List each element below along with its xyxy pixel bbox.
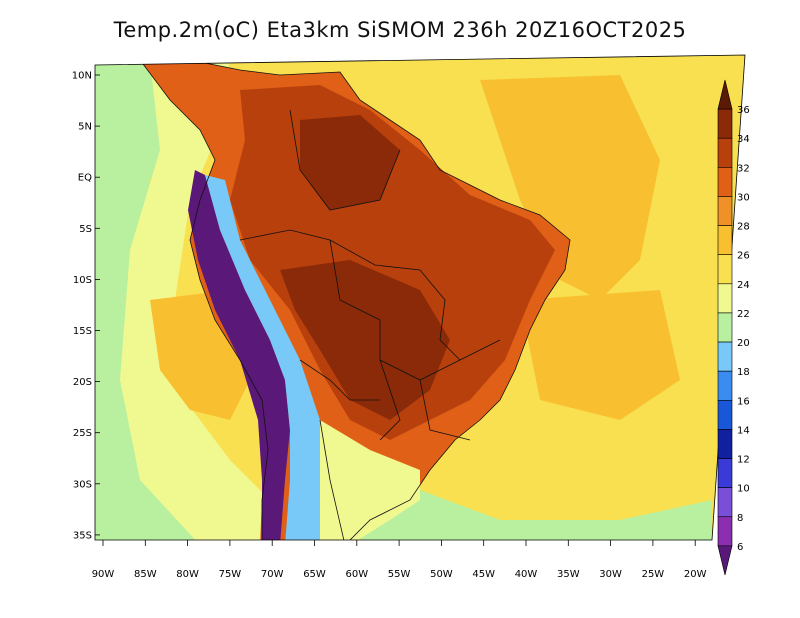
colorbar-label: 14: [737, 425, 750, 436]
lon-tick-label: 20W: [684, 569, 707, 580]
colorbar-swatch: [717, 312, 733, 343]
colorbar-label: 36: [737, 105, 750, 116]
lon-tick-label: 30W: [599, 569, 622, 580]
lon-tick-label: 75W: [219, 569, 242, 580]
lat-tick-label: 15S: [73, 326, 92, 337]
ocean-hot-east: [520, 290, 680, 420]
colorbar-label: 20: [737, 338, 750, 349]
colorbar-swatch: [717, 254, 733, 285]
colorbar-swatch: [717, 225, 733, 256]
lat-tick-label: 10N: [72, 71, 92, 82]
map-field: [95, 55, 745, 540]
ocean-mid-west: [120, 60, 270, 540]
colorbar-swatch: [717, 108, 733, 139]
colorbar-swatch: [717, 196, 733, 226]
map-title: Temp.2m(oC) Eta3km SiSMOM 236h 20Z16OCT2…: [113, 18, 687, 42]
lon-tick-label: 90W: [92, 569, 115, 580]
colorbar-swatch: [717, 458, 733, 488]
lon-tick-label: 45W: [472, 569, 495, 580]
colorbar-label: 26: [737, 251, 750, 262]
lon-tick-label: 35W: [557, 569, 580, 580]
lon-tick-label: 80W: [176, 569, 199, 580]
colorbar-swatch: [717, 487, 733, 518]
lat-tick-label: 5S: [79, 224, 92, 235]
lon-tick-label: 60W: [345, 569, 368, 580]
colorbar-label: 18: [737, 367, 750, 378]
colorbar-swatch: [717, 283, 733, 314]
latitude-axis: 10N 5N EQ 5S 10S 15S 20S 25S 30S 35S: [72, 71, 100, 541]
colorbar-label: 34: [737, 134, 750, 145]
colorbar-label: 6: [737, 542, 743, 553]
lat-tick-label: 35S: [73, 530, 92, 541]
colorbar-swatch: [717, 429, 733, 459]
colorbar-swatch: [717, 399, 733, 430]
southern-cool-zone: [320, 420, 420, 540]
colorbar-label: 28: [737, 222, 750, 233]
andes-cool-fringe: [205, 175, 330, 540]
lat-tick-label: 30S: [73, 479, 92, 490]
lon-tick-label: 85W: [134, 569, 157, 580]
colorbar-swatch: [717, 516, 733, 547]
andes-cold-strip: [188, 170, 290, 540]
lon-tick-label: 50W: [430, 569, 453, 580]
colorbar-swatch: [717, 137, 733, 168]
land-extreme-hot: [280, 260, 450, 420]
colorbar-swatch: [717, 545, 733, 576]
lon-tick-label: 70W: [261, 569, 284, 580]
lon-tick-label: 55W: [388, 569, 411, 580]
longitude-axis: 90W 85W 80W 75W 70W 65W 60W 55W 50W 45W 40W 35W 30W 2…: [92, 540, 707, 580]
colorbar-label: 16: [737, 396, 750, 407]
lon-tick-label: 40W: [515, 569, 538, 580]
lat-tick-label: 25S: [73, 428, 92, 439]
ocean-hot-northeast: [480, 75, 660, 300]
country-borders: [139, 59, 571, 540]
colorbar-label: 24: [737, 280, 750, 291]
lat-tick-label: 20S: [73, 377, 92, 388]
colorbar-swatch: [717, 167, 733, 197]
colorbar-label: 12: [737, 455, 750, 466]
colorbar-label: 30: [737, 192, 750, 203]
lat-tick-label: EQ: [78, 173, 92, 184]
lat-tick-label: 10S: [73, 275, 92, 286]
colorbar-label: 10: [737, 484, 750, 495]
lon-tick-label: 65W: [303, 569, 326, 580]
colorbar-label: 32: [737, 163, 750, 174]
colorbar-swatch: [717, 341, 733, 372]
colorbar-swatch: [717, 370, 733, 401]
land-extreme-hot-north: [300, 115, 400, 210]
lon-tick-label: 25W: [642, 569, 665, 580]
colorbar: 36 34 32 30 28 26 24 22 20 18 16 14 12 10 8 6: [717, 79, 750, 576]
colorbar-label: 8: [737, 513, 743, 524]
colorbar-label: 22: [737, 309, 750, 320]
lat-tick-label: 5N: [78, 122, 92, 133]
